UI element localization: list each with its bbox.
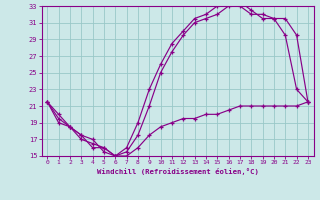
X-axis label: Windchill (Refroidissement éolien,°C): Windchill (Refroidissement éolien,°C) — [97, 168, 259, 175]
